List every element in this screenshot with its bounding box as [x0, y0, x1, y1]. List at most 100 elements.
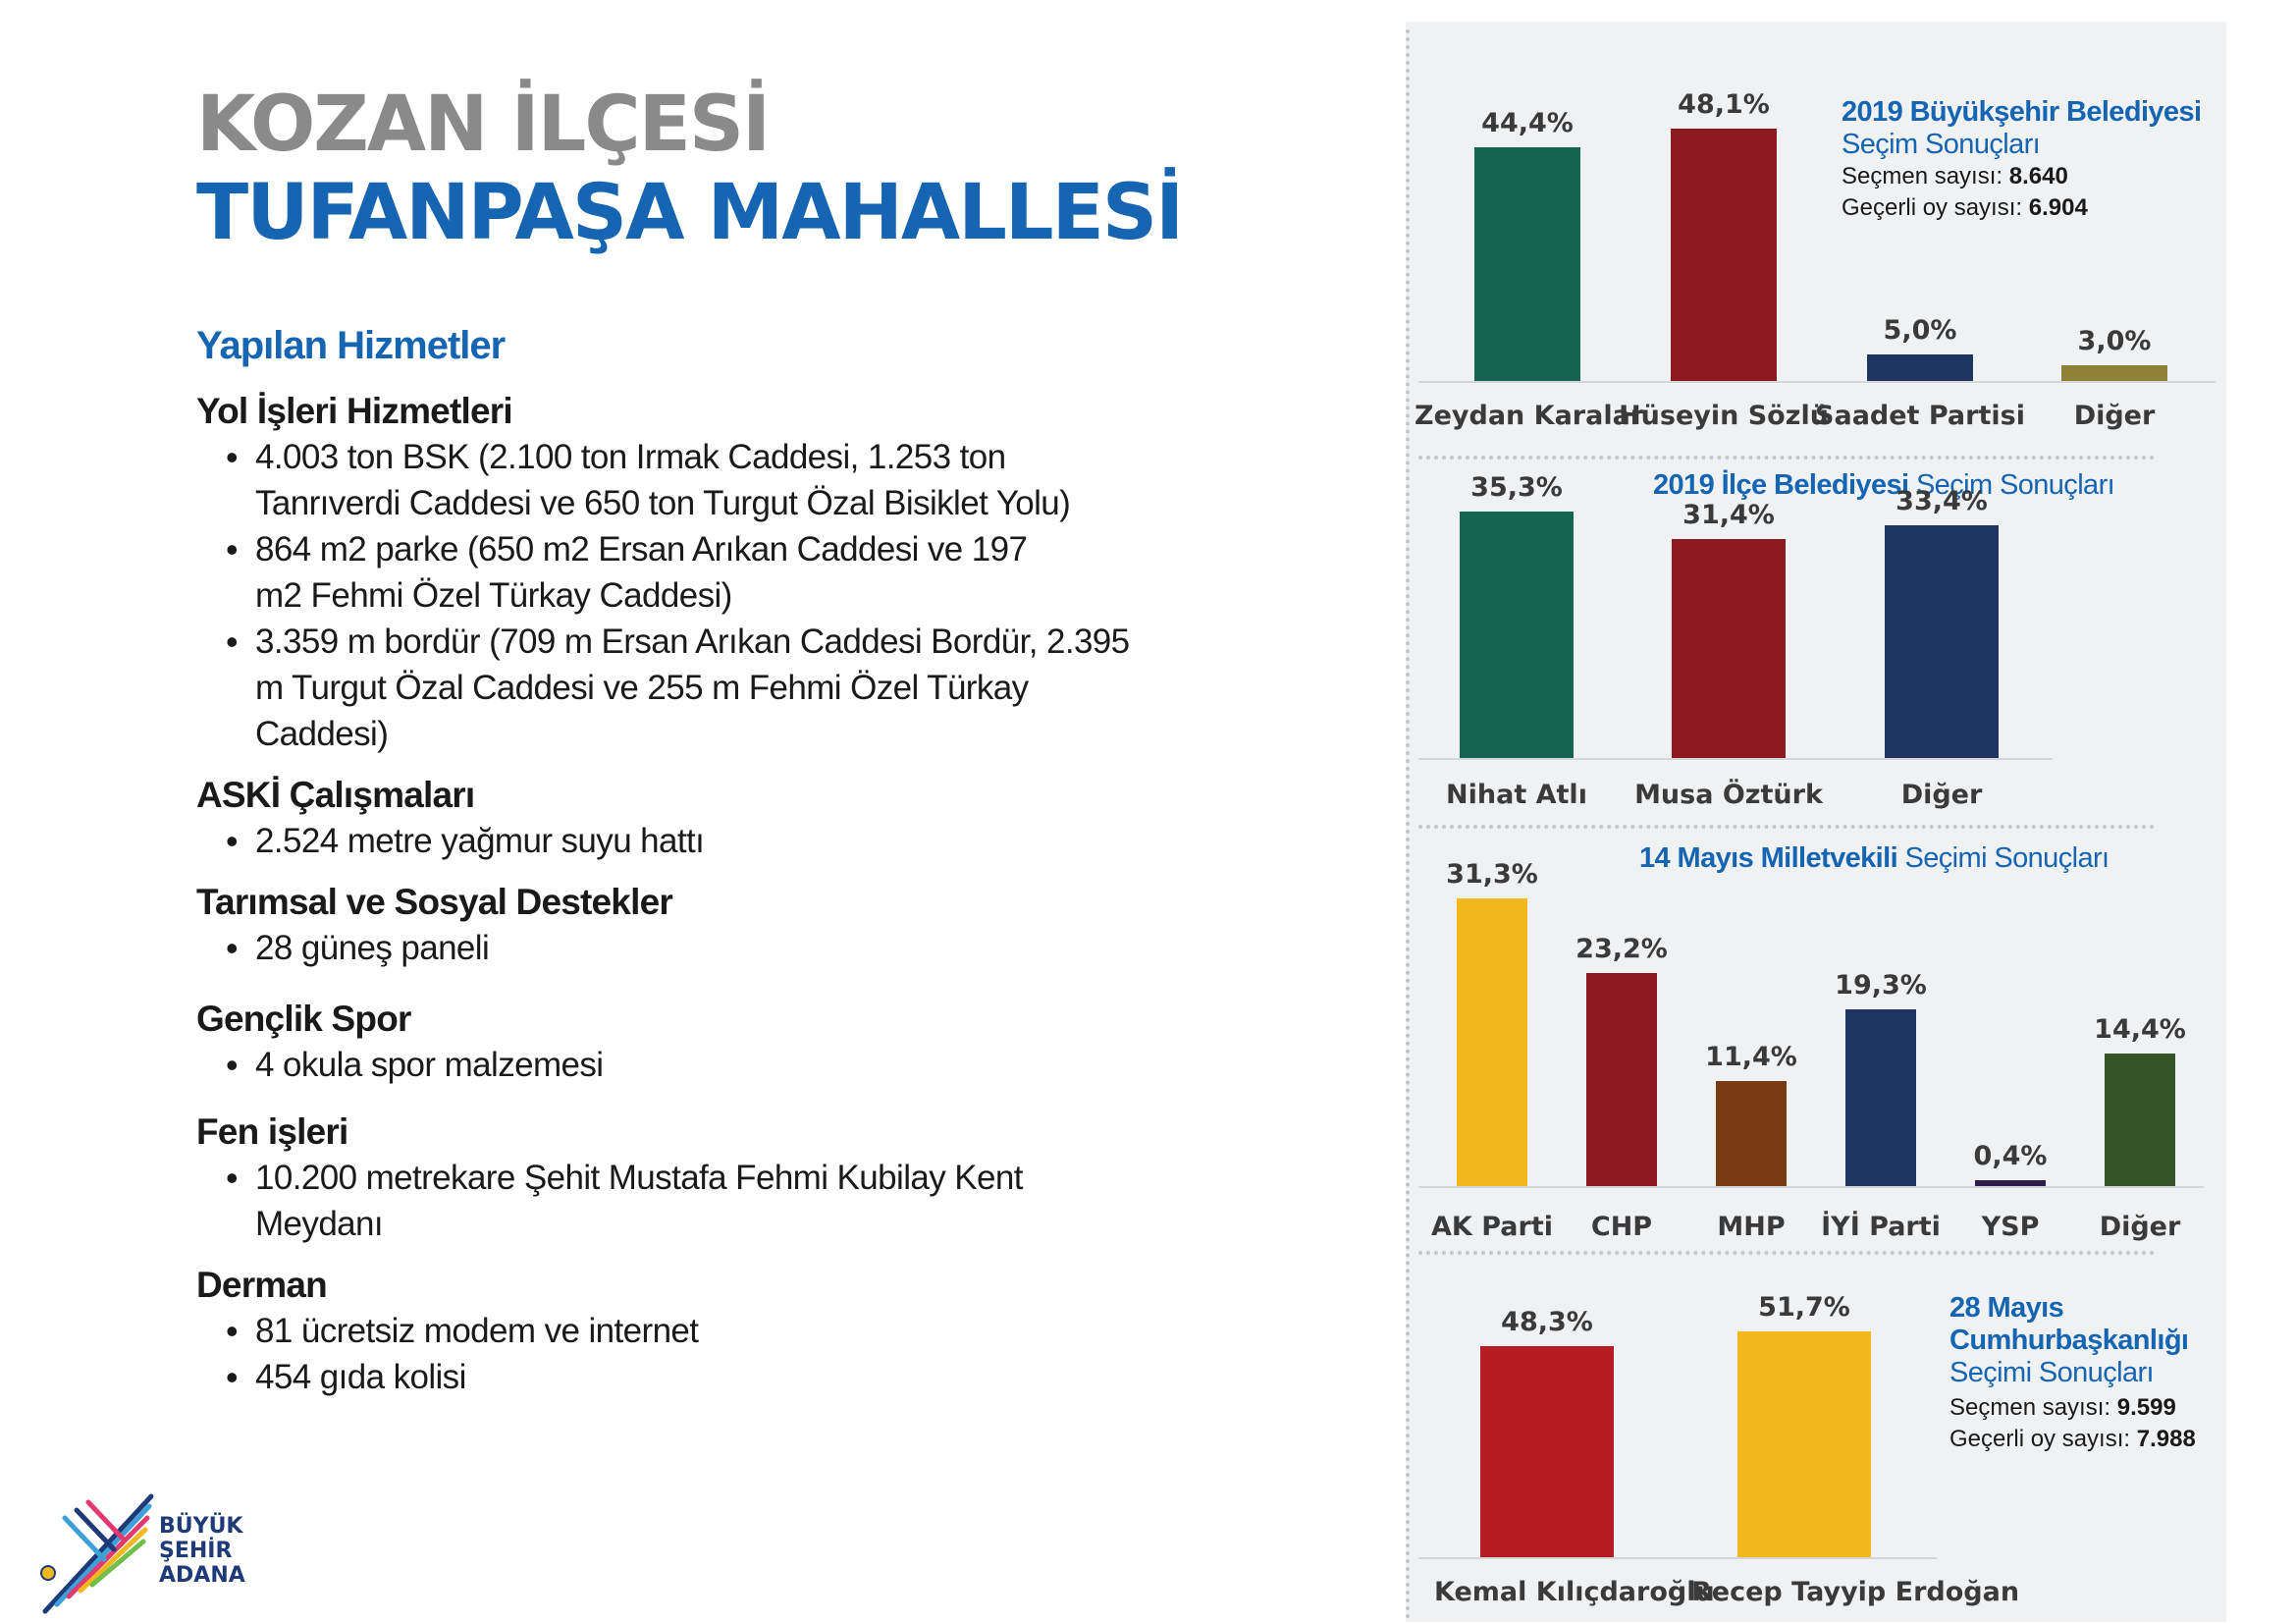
chart-title-light: Seçimi Sonuçları — [1897, 842, 2110, 874]
logo-wordmark: BÜYÜK ŞEHİR ADANA — [159, 1514, 245, 1588]
chart-baseline — [1418, 1557, 1937, 1559]
service-item: 28 güneş paneli — [196, 925, 1139, 971]
service-item: 10.200 metrekare Şehit Mustafa Fehmi Kub… — [196, 1155, 1139, 1247]
chart-category-label: Musa Öztürk — [1634, 780, 1823, 810]
chart-category-label: YSP — [1981, 1212, 2040, 1242]
chart-category-label: CHP — [1590, 1212, 1653, 1242]
chart-data-label: 35,3% — [1470, 472, 1563, 504]
chart-data-label: 31,4% — [1682, 500, 1775, 531]
chart-data-label: 3,0% — [2077, 325, 2152, 356]
chart-data-label: 33,4% — [1896, 485, 1988, 516]
service-category: ASKİ Çalışmaları 2.524 metre yağmur suyu… — [196, 773, 1139, 864]
logo-line: ADANA — [159, 1563, 245, 1588]
valid-votes-value: 6.904 — [2028, 194, 2088, 221]
valid-votes-label: Geçerli oy sayısı: — [1949, 1426, 2137, 1452]
service-category-title: Gençlik Spor — [196, 999, 411, 1039]
service-category: Fen işleri 10.200 metrekare Şehit Mustaf… — [196, 1110, 1139, 1247]
valid-votes: Geçerli oy sayısı: 7.988 — [1949, 1424, 2196, 1455]
chart-bar — [1460, 512, 1574, 758]
chart-bar — [1586, 973, 1657, 1186]
service-item: 81 ücretsiz modem ve internet — [196, 1308, 1139, 1354]
chart-category-label: Zeydan Karalar — [1415, 401, 1644, 431]
chart-title-bold: 28 Mayıs Cumhurbaşkanlığı — [1949, 1292, 2189, 1356]
chart-category-label: AK Parti — [1431, 1212, 1553, 1242]
chart-info: Seçmen sayısı: 9.599 Geçerli oy sayısı: … — [1949, 1392, 2196, 1455]
chart-category-label: Recep Tayyip Erdoğan — [1691, 1577, 2020, 1607]
chart-separator — [1418, 456, 2155, 460]
service-item: 4.003 ton BSK (2.100 ton Irmak Caddesi, … — [196, 434, 1139, 526]
service-category: Yol İşleri Hizmetleri 4.003 ton BSK (2.1… — [196, 389, 1139, 757]
valid-votes-value: 7.988 — [2136, 1426, 2196, 1452]
page-title-district: KOZAN İLÇESİ — [196, 81, 771, 169]
chart-data-label: 5,0% — [1883, 315, 1957, 347]
chart-data-label: 19,3% — [1835, 969, 1927, 1001]
service-category-title: Fen işleri — [196, 1111, 348, 1152]
voter-count-value: 9.599 — [2116, 1394, 2176, 1421]
chart-data-label: 23,2% — [1575, 934, 1668, 965]
valid-votes-label: Geçerli oy sayısı: — [1842, 194, 2029, 221]
chart-bar — [1671, 128, 1777, 381]
service-item: 864 m2 parke (650 m2 Ersan Arıkan Caddes… — [196, 526, 1031, 619]
chart-category-label: Diğer — [1900, 780, 1983, 810]
service-category-title: Tarımsal ve Sosyal Destekler — [196, 882, 673, 922]
voter-count-value: 8.640 — [2008, 163, 2068, 189]
panel-divider — [1406, 29, 1410, 1620]
services-list: Yol İşleri Hizmetleri 4.003 ton BSK (2.1… — [196, 389, 1139, 1416]
chart-data-label: 44,4% — [1481, 108, 1574, 139]
service-item: 454 gıda kolisi — [196, 1354, 1139, 1400]
chart-category-label: Diğer — [2073, 401, 2156, 431]
chart-category-label: Hüseyin Sözlü — [1619, 401, 1829, 431]
chart-bar — [1867, 354, 1973, 381]
chart-data-label: 51,7% — [1758, 1291, 1850, 1323]
chart-category-label: Nihat Atlı — [1446, 780, 1587, 810]
chart-category-label: MHP — [1717, 1212, 1786, 1242]
service-item: 2.524 metre yağmur suyu hattı — [196, 818, 1139, 864]
chart-data-label: 48,3% — [1501, 1307, 1593, 1338]
voter-count: Seçmen sayısı: 9.599 — [1949, 1392, 2196, 1424]
chart-baseline — [1418, 381, 2216, 383]
voter-count-label: Seçmen sayısı: — [1842, 163, 2009, 189]
chart-title-light: Seçim Sonuçları — [1842, 129, 2041, 160]
chart-bar — [1474, 147, 1580, 381]
chart-bar — [1480, 1346, 1614, 1557]
chart-separator — [1418, 1251, 2155, 1255]
chart-info: Seçmen sayısı: 8.640 Geçerli oy sayısı: … — [1842, 161, 2088, 224]
chart-title: 2019 İlçe Belediyesi Seçim Sonuçları — [1653, 469, 2115, 502]
chart-title-bold: 2019 Büyükşehir Belediyesi — [1842, 96, 2202, 128]
chart-bar — [1716, 1081, 1787, 1186]
chart-title: 2019 Büyükşehir Belediyesi Seçim Sonuçla… — [1842, 96, 2202, 161]
chart-bar — [2105, 1054, 2175, 1186]
chart-data-label: 0,4% — [1973, 1141, 2048, 1171]
chart-data-label: 14,4% — [2094, 1014, 2186, 1046]
service-category: Tarımsal ve Sosyal Destekler 28 güneş pa… — [196, 880, 1139, 971]
chart-bar — [1457, 898, 1527, 1186]
chart-category-label: Diğer — [2099, 1212, 2181, 1242]
chart-data-label: 11,4% — [1705, 1042, 1797, 1073]
chart-bar — [1672, 539, 1786, 758]
chart-bar — [2061, 364, 2167, 381]
voter-count-label: Seçmen sayısı: — [1949, 1394, 2117, 1421]
service-category-title: ASKİ Çalışmaları — [196, 775, 475, 815]
chart-separator — [1418, 825, 2155, 829]
chart-baseline — [1418, 1186, 2204, 1188]
chart-title-bold: 2019 İlçe Belediyesi — [1653, 469, 1909, 501]
logo-line: ŞEHİR — [159, 1539, 233, 1563]
chart-data-label: 48,1% — [1678, 88, 1770, 120]
service-category-title: Derman — [196, 1265, 328, 1305]
chart-title: 14 Mayıs Milletvekili Seçimi Sonuçları — [1639, 842, 2109, 875]
chart-data-label: 31,3% — [1446, 859, 1538, 891]
service-category: Derman 81 ücretsiz modem ve internet 454… — [196, 1263, 1139, 1400]
logo-line: BÜYÜK — [159, 1514, 243, 1539]
service-item: 3.359 m bordür (709 m Ersan Arıkan Cadde… — [196, 619, 1139, 757]
chart-category-label: İYİ Parti — [1821, 1212, 1941, 1242]
chart-bar — [1845, 1008, 1916, 1186]
chart-category-label: Kemal Kılıçdaroğlu — [1434, 1577, 1715, 1607]
buyuksehir-adana-logo — [40, 1493, 154, 1614]
chart-bar — [1885, 524, 1999, 758]
chart-category-label: Saadet Partisi — [1815, 401, 2025, 431]
valid-votes: Geçerli oy sayısı: 6.904 — [1842, 192, 2088, 224]
chart-title-light: Seçim Sonuçları — [1908, 469, 2115, 501]
chart-bar — [1737, 1330, 1871, 1557]
chart-title-bold: 14 Mayıs Milletvekili — [1639, 842, 1898, 874]
service-item: 4 okula spor malzemesi — [196, 1042, 1139, 1088]
